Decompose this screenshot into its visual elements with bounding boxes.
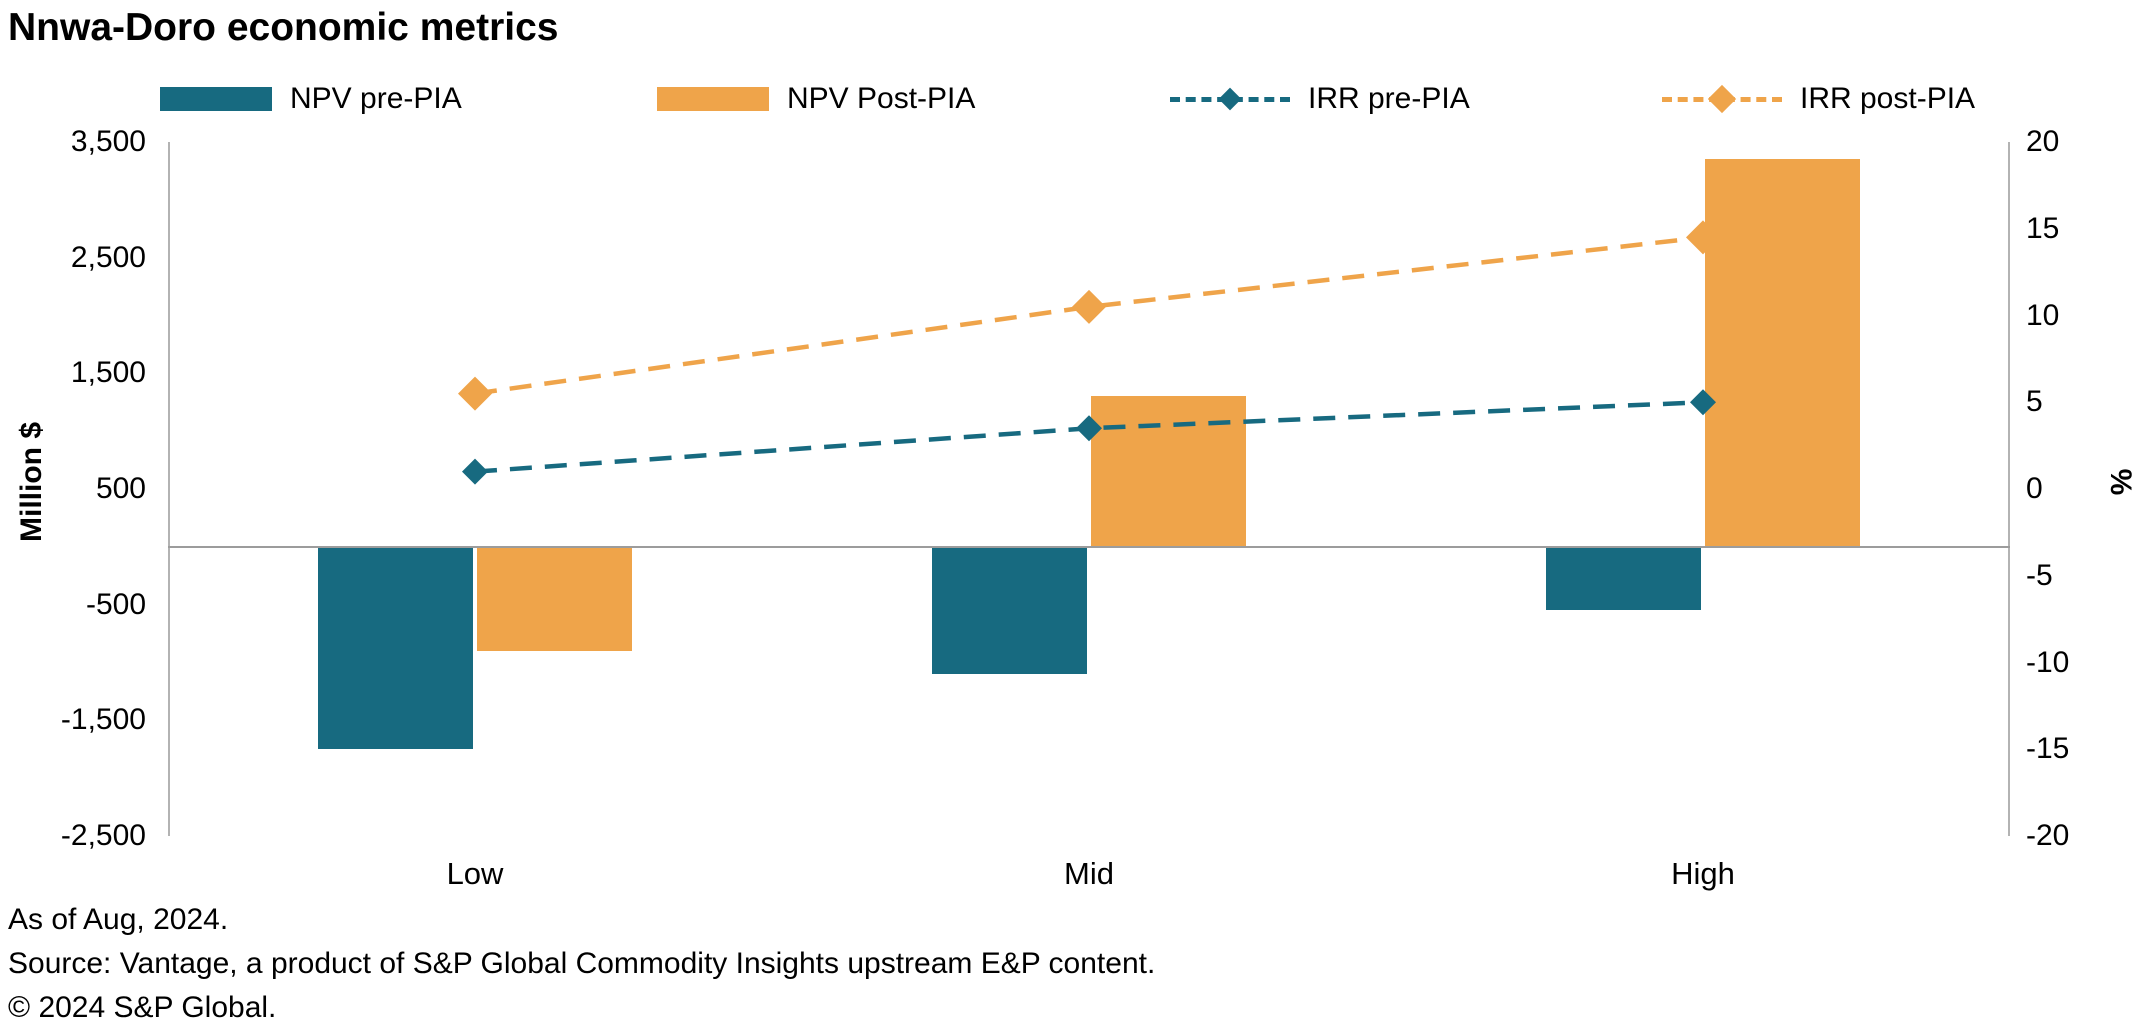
footer-copyright: © 2024 S&P Global. xyxy=(8,991,277,1024)
right-axis-line xyxy=(2008,142,2010,836)
left-axis-tick: 3,500 xyxy=(70,125,146,158)
footer-source: Source: Vantage, a product of S&P Global… xyxy=(8,947,1156,980)
marker-irr-pre-pia-low xyxy=(462,458,488,485)
left-axis-tick: -500 xyxy=(85,587,146,621)
line-irr-post-pia xyxy=(474,235,1704,396)
irr-post-pia-line-swatch-icon xyxy=(1662,84,1782,114)
right-axis-tick: 0 xyxy=(2026,472,2043,505)
chart-title: Nnwa-Doro economic metrics xyxy=(8,6,559,49)
left-axis-tick: 1,500 xyxy=(70,356,146,390)
left-axis-tick: -1,500 xyxy=(60,703,146,737)
bar-npv-pre-pia-high xyxy=(1546,546,1701,611)
zero-baseline xyxy=(168,545,2010,548)
legend-label-irr-pre-pia: IRR pre-PIA xyxy=(1308,82,1470,115)
bar-npv-post-pia-mid xyxy=(1091,396,1246,547)
right-axis-tick: -20 xyxy=(2026,819,2070,852)
diamond-marker-icon xyxy=(1707,84,1737,114)
x-axis-label-low: Low xyxy=(446,856,504,891)
right-axis-tick: -5 xyxy=(2026,558,2053,592)
left-axis-tick: 500 xyxy=(95,472,146,505)
legend-label-irr-post-pia: IRR post-PIA xyxy=(1800,82,1976,115)
x-axis-label-high: High xyxy=(1671,856,1735,891)
legend-item-npv-pre-pia: NPV pre-PIA xyxy=(160,82,462,116)
right-axis-tick: 15 xyxy=(2026,211,2060,245)
x-axis-labels: Low Mid High xyxy=(168,856,2010,898)
right-axis-tick: 10 xyxy=(2026,298,2060,332)
legend-item-npv-post-pia: NPV Post-PIA xyxy=(657,82,975,116)
right-axis-tick: 20 xyxy=(2026,125,2060,158)
legend-label-npv-pre-pia: NPV pre-PIA xyxy=(290,82,462,115)
left-axis-tick: 2,500 xyxy=(70,240,146,274)
left-axis-tick: -2,500 xyxy=(60,819,146,852)
npv-post-pia-bar-swatch-icon xyxy=(657,87,769,111)
bar-npv-pre-pia-low xyxy=(318,546,473,750)
legend-item-irr-pre-pia: IRR pre-PIA xyxy=(1170,82,1470,116)
footer: As of Aug, 2024. Source: Vantage, a prod… xyxy=(8,898,1155,1030)
irr-pre-pia-line-swatch-icon xyxy=(1170,85,1290,113)
footer-as-of: As of Aug, 2024. xyxy=(8,903,229,936)
left-axis-line xyxy=(168,142,170,836)
line-irr-pre-pia xyxy=(474,400,1704,474)
legend-item-irr-post-pia: IRR post-PIA xyxy=(1662,82,1975,116)
bar-npv-pre-pia-mid xyxy=(932,546,1087,675)
right-axis-tick: 5 xyxy=(2026,385,2043,419)
right-axis-tick: -10 xyxy=(2026,645,2070,679)
plot-area xyxy=(168,142,2010,836)
legend-label-npv-post-pia: NPV Post-PIA xyxy=(787,82,976,115)
bar-npv-post-pia-low xyxy=(477,546,632,651)
marker-irr-post-pia-low xyxy=(458,376,492,411)
npv-pre-pia-bar-swatch-icon xyxy=(160,87,272,111)
left-axis-ticks: 3,500 2,500 1,500 500 -500 -1,500 -2,500 xyxy=(0,125,146,852)
right-axis-tick: -15 xyxy=(2026,732,2070,766)
bar-npv-post-pia-high xyxy=(1705,159,1860,547)
x-axis-label-mid: Mid xyxy=(1064,856,1114,891)
marker-irr-post-pia-mid xyxy=(1072,289,1106,324)
right-axis-ticks: 20 15 10 5 0 -5 -10 -15 -20 xyxy=(2026,125,2138,852)
diamond-marker-icon xyxy=(1218,87,1242,111)
